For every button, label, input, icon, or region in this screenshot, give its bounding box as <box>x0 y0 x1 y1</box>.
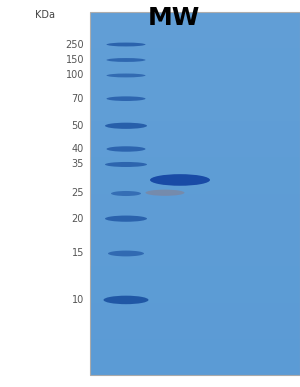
Ellipse shape <box>103 296 148 304</box>
Text: KDa: KDa <box>35 10 56 20</box>
Ellipse shape <box>146 190 184 196</box>
Text: 40: 40 <box>72 144 84 154</box>
Ellipse shape <box>106 96 146 101</box>
Ellipse shape <box>111 191 141 196</box>
Text: 20: 20 <box>72 214 84 224</box>
Text: 70: 70 <box>72 94 84 104</box>
Text: 100: 100 <box>66 70 84 80</box>
Ellipse shape <box>106 146 146 152</box>
Ellipse shape <box>106 58 146 62</box>
Ellipse shape <box>105 216 147 222</box>
Text: 10: 10 <box>72 295 84 305</box>
FancyBboxPatch shape <box>90 12 300 375</box>
Ellipse shape <box>150 174 210 186</box>
Text: 150: 150 <box>65 55 84 65</box>
Ellipse shape <box>105 123 147 129</box>
Text: 50: 50 <box>72 121 84 131</box>
Ellipse shape <box>106 43 146 46</box>
Text: 250: 250 <box>65 39 84 50</box>
Ellipse shape <box>108 251 144 257</box>
Ellipse shape <box>106 74 146 77</box>
Text: 35: 35 <box>72 159 84 170</box>
Text: MW: MW <box>148 6 200 30</box>
Text: 15: 15 <box>72 248 84 259</box>
Text: 25: 25 <box>71 188 84 199</box>
Ellipse shape <box>105 162 147 167</box>
